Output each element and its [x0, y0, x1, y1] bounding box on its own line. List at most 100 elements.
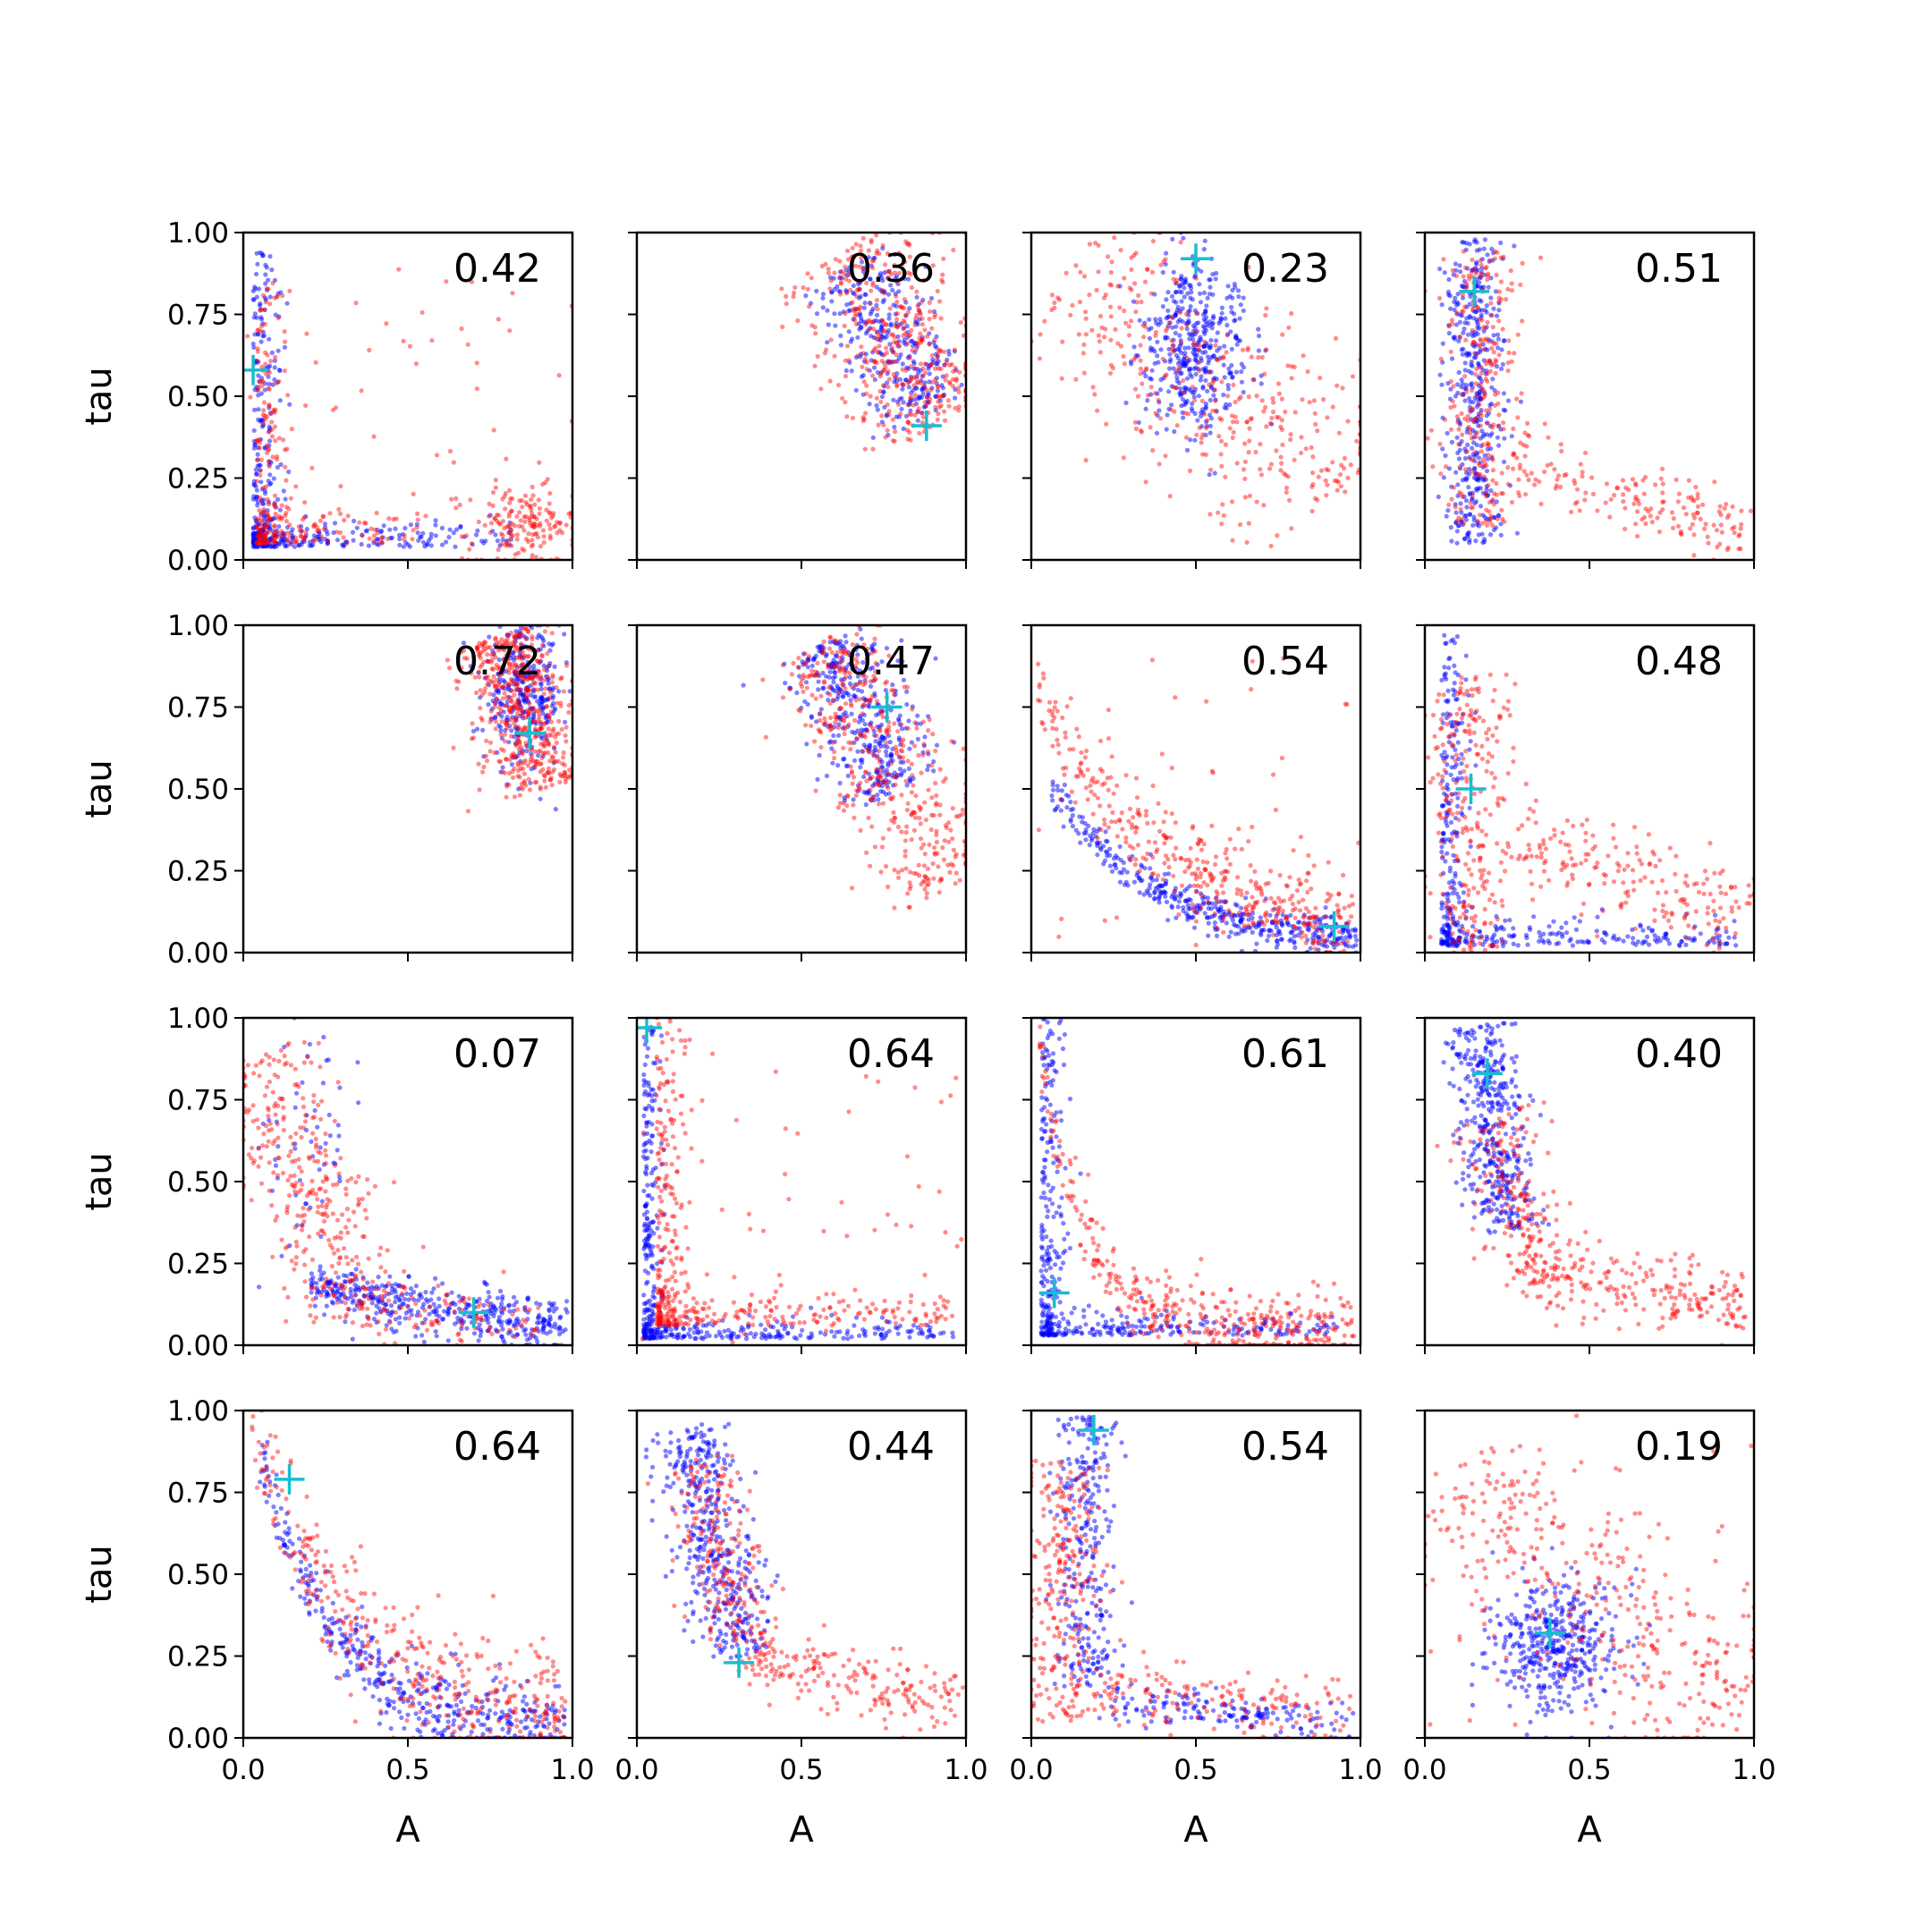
data-point: [1211, 377, 1216, 382]
data-point: [1178, 393, 1183, 398]
data-point: [527, 701, 532, 707]
data-point: [880, 328, 886, 334]
data-point: [537, 715, 542, 720]
data-point: [359, 541, 364, 547]
data-point: [284, 519, 289, 524]
data-point: [875, 753, 880, 758]
data-point: [511, 677, 516, 683]
data-point: [787, 687, 792, 692]
data-point: [872, 359, 877, 364]
data-point: [1582, 497, 1588, 503]
data-point: [1440, 360, 1445, 365]
data-point: [888, 283, 894, 288]
data-point: [864, 320, 869, 326]
data-point: [1049, 292, 1055, 298]
data-point: [818, 693, 824, 699]
data-point: [809, 663, 815, 668]
data-point: [916, 396, 921, 402]
data-point: [911, 870, 917, 876]
data-point: [815, 660, 820, 666]
data-point: [269, 427, 275, 432]
data-point: [524, 749, 530, 754]
data-point: [1509, 434, 1514, 439]
data-point: [906, 333, 911, 338]
data-point: [523, 783, 529, 788]
data-point: [1103, 292, 1108, 298]
data-point: [848, 698, 853, 703]
data-point: [1456, 427, 1462, 432]
data-point: [1204, 425, 1209, 431]
data-point: [870, 280, 876, 285]
data-point: [900, 386, 905, 392]
data-point: [922, 852, 928, 857]
data-point: [1496, 345, 1501, 351]
data-point: [1312, 496, 1318, 501]
data-point: [254, 541, 259, 547]
data-point: [1703, 521, 1708, 527]
data-point: [937, 878, 943, 884]
data-point: [254, 294, 259, 300]
data-point: [250, 297, 256, 302]
data-point: [507, 542, 513, 547]
data-point: [538, 682, 544, 688]
data-point: [262, 413, 267, 419]
data-point: [1301, 353, 1306, 359]
data-point: [538, 674, 544, 679]
data-point: [536, 676, 542, 682]
data-point: [461, 640, 467, 646]
data-point: [945, 357, 950, 362]
data-point: [528, 707, 533, 712]
data-point: [1522, 453, 1528, 459]
data-point: [549, 680, 555, 685]
data-point: [1479, 257, 1485, 262]
data-point: [894, 311, 901, 317]
data-point: [1494, 272, 1499, 278]
data-point: [261, 510, 267, 515]
data-point: [519, 645, 524, 650]
data-point: [281, 488, 286, 494]
data-point: [1246, 450, 1251, 455]
data-point: [1453, 309, 1460, 316]
data-point: [852, 306, 857, 311]
data-point: [1132, 386, 1139, 392]
data-point: [301, 538, 307, 543]
data-point: [1131, 344, 1137, 350]
data-point: [499, 541, 504, 547]
data-point: [917, 430, 922, 436]
data-point: [271, 544, 276, 549]
data-point: [504, 784, 510, 789]
data-point: [1211, 353, 1216, 359]
data-point: [809, 275, 814, 281]
data-point: [1484, 336, 1489, 342]
data-point: [851, 802, 856, 808]
data-point: [1493, 370, 1498, 376]
data-point: [1171, 276, 1176, 282]
data-point: [1483, 266, 1488, 271]
data-point: [1623, 485, 1629, 491]
data-point: [1193, 329, 1199, 335]
data-point: [1512, 452, 1517, 457]
data-point: [508, 631, 513, 636]
data-point: [1468, 382, 1473, 387]
data-point: [855, 353, 860, 359]
data-point: [1695, 496, 1700, 501]
data-point: [1187, 357, 1192, 363]
data-point: [538, 634, 544, 640]
data-point: [885, 770, 890, 776]
data-point: [911, 827, 917, 834]
data-point: [428, 543, 434, 548]
data-point: [1459, 510, 1464, 515]
data-point: [827, 669, 833, 675]
data-point: [900, 367, 905, 372]
data-point: [494, 689, 499, 694]
data-point: [523, 741, 529, 746]
data-point: [254, 438, 259, 444]
data-point: [503, 639, 508, 644]
data-point: [1220, 502, 1225, 507]
data-point: [1675, 523, 1682, 530]
data-point: [809, 323, 815, 328]
data-point: [847, 265, 852, 270]
data-point: [1492, 249, 1498, 254]
data-point: [547, 661, 553, 666]
data-point: [838, 292, 843, 297]
